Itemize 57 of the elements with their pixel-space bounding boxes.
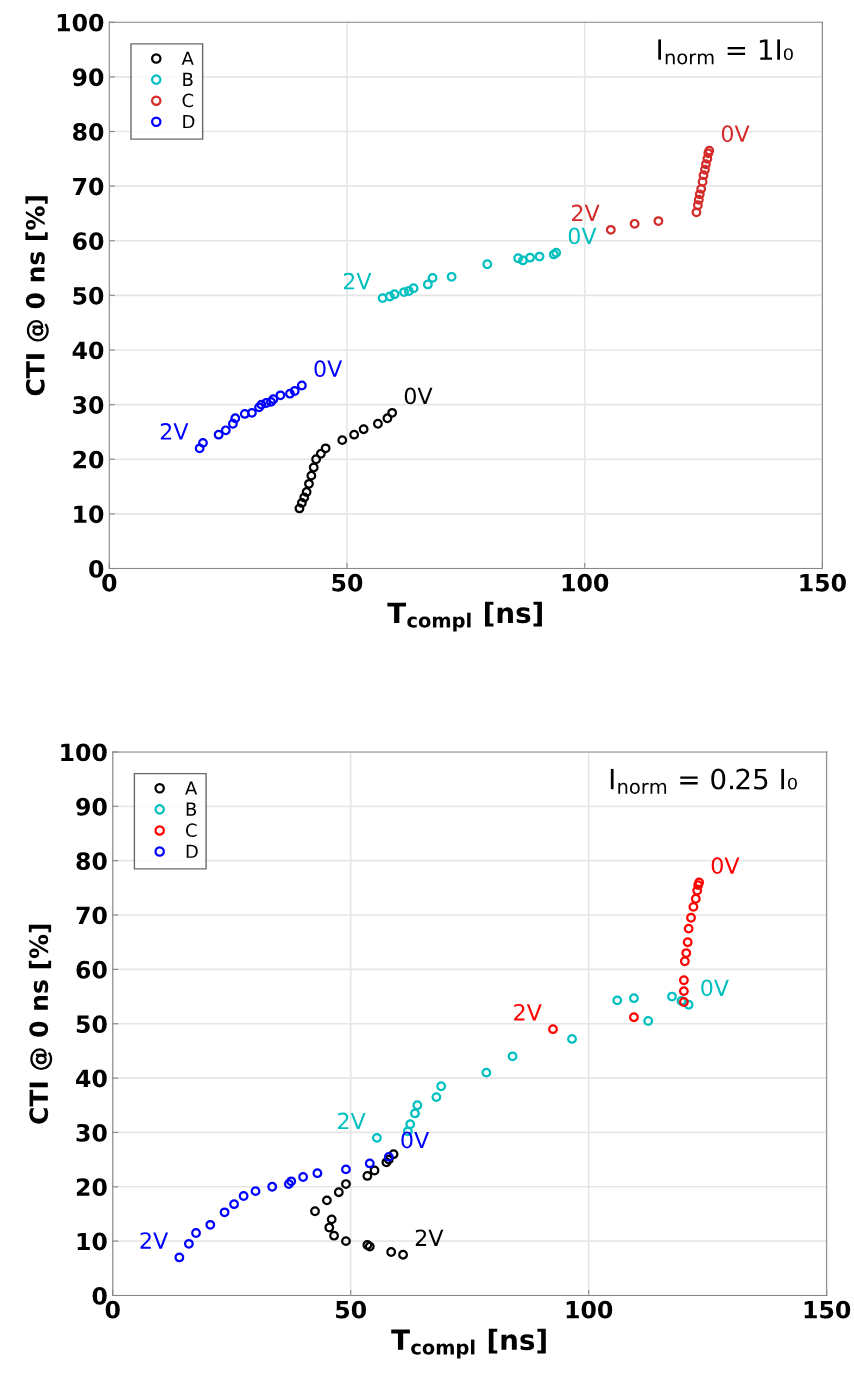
y-tick-label: 70 (73, 177, 104, 196)
y-tick-label: 100 (61, 743, 107, 762)
legend-label: A (185, 781, 198, 795)
legend-label: A (181, 51, 194, 65)
annotation: 2V (514, 1003, 542, 1021)
y-tick-label: 80 (73, 122, 104, 141)
x-tick-label: 100 (562, 573, 609, 592)
y-tick-label: 60 (73, 232, 104, 251)
x-tick-label: 150 (800, 573, 846, 592)
y-tick-label: 50 (76, 1015, 107, 1034)
y-axis-title: CTI @ 0 ns [%] (25, 196, 49, 396)
y-tick-label: 10 (74, 505, 104, 524)
y-tick-label: 90 (72, 68, 104, 87)
annotation: 0V (404, 387, 433, 405)
x-axis-title: T$_{compl}$ [ns] (387, 601, 542, 632)
x-tick-label: 0 (105, 1300, 120, 1319)
y-tick-label: 100 (57, 13, 104, 32)
annotation: 2V (160, 423, 189, 440)
annotation: I$_{norm}$ = 0.25 I₀ (610, 768, 797, 795)
y-tick-label: 30 (73, 396, 104, 414)
y-tick-label: 0 (92, 1286, 107, 1305)
x-axis-title: T$_{compl}$ [ns] (391, 1328, 546, 1359)
annotation: 0V (701, 979, 729, 997)
annotation: 2V (572, 204, 600, 222)
y-axis-title: CTI @ 0 ns [%] (28, 924, 53, 1124)
y-tick-label: 0 (89, 559, 104, 578)
legend-label: C (182, 93, 194, 108)
x-tick-label: 150 (804, 1300, 851, 1319)
y-tick-label: 50 (73, 286, 104, 305)
annotation: I$_{norm}$ = 1I₀ (658, 39, 793, 65)
annotation: 2V (140, 1232, 169, 1249)
x-tick-label: 100 (566, 1300, 613, 1319)
y-tick-label: 80 (76, 852, 107, 870)
y-tick-label: 20 (76, 1178, 107, 1197)
y-tick-label: 20 (73, 450, 104, 469)
y-tick-label: 40 (72, 341, 104, 360)
y-tick-label: 30 (76, 1123, 107, 1142)
annotation: 2V (343, 272, 372, 290)
y-tick-label: 40 (76, 1069, 107, 1088)
annotation: 0V (314, 360, 343, 378)
y-tick-label: 10 (77, 1232, 107, 1251)
annotation: 0V (568, 227, 597, 245)
x-tick-label: 50 (336, 1300, 367, 1319)
y-tick-label: 60 (76, 960, 107, 979)
annotation: 0V (401, 1131, 430, 1149)
y-tick-label: 90 (76, 797, 107, 816)
x-tick-label: 50 (332, 573, 363, 592)
y-tick-label: 70 (76, 906, 107, 925)
annotation: 0V (721, 125, 750, 143)
legend-label: D (186, 844, 198, 858)
annotation: 2V (338, 1112, 366, 1130)
legend-label: B (183, 72, 193, 86)
annotation: 0V (711, 857, 740, 874)
legend-label: B (186, 802, 197, 816)
legend-label: D (183, 114, 195, 129)
legend-label: C (185, 823, 197, 838)
annotation: 2V (415, 1229, 444, 1246)
